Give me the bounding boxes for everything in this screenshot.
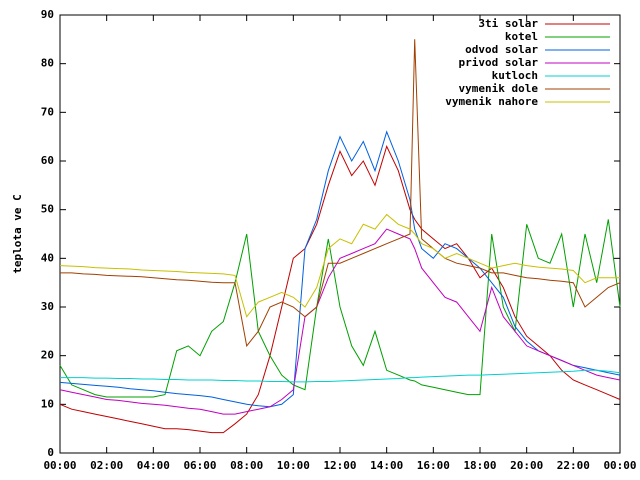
y-tick-label: 80	[41, 57, 54, 70]
x-tick-label: 04:00	[137, 459, 170, 472]
y-tick-label: 60	[41, 154, 54, 167]
legend-label: privod solar	[459, 56, 539, 69]
series-line	[59, 130, 621, 408]
series-line	[60, 39, 621, 348]
legend-label: vymenik dole	[459, 82, 539, 95]
x-tick-label: 18:00	[463, 459, 496, 472]
series-line	[59, 219, 621, 398]
series-line	[59, 213, 620, 318]
y-tick-label: 90	[41, 8, 54, 21]
x-tick-label: 14:00	[370, 459, 403, 472]
legend-label: 3ti solar	[478, 17, 538, 30]
legend-label: vymenik nahore	[445, 95, 538, 108]
y-tick-label: 0	[47, 446, 54, 459]
y-tick-label: 70	[41, 105, 54, 118]
x-tick-label: 08:00	[230, 459, 263, 472]
legend-label: kutloch	[492, 69, 538, 82]
y-tick-label: 40	[41, 251, 54, 264]
x-tick-label: 00:00	[43, 459, 76, 472]
x-tick-label: 16:00	[417, 459, 450, 472]
y-tick-label: 50	[41, 203, 54, 216]
series-line	[59, 228, 621, 415]
x-tick-label: 20:00	[510, 459, 543, 472]
x-tick-label: 22:00	[557, 459, 590, 472]
legend-label: odvod solar	[465, 43, 538, 56]
series-line	[60, 369, 621, 383]
x-tick-label: 10:00	[277, 459, 310, 472]
y-tick-label: 20	[41, 349, 54, 362]
y-tick-label: 10	[41, 397, 54, 410]
x-tick-label: 06:00	[183, 459, 216, 472]
y-tick-label: 30	[41, 300, 54, 313]
y-axis-label: teplota ve C	[11, 194, 24, 273]
x-tick-label: 02:00	[90, 459, 123, 472]
series-line	[59, 145, 621, 434]
x-tick-label: 12:00	[323, 459, 356, 472]
x-tick-label: 00:00	[603, 459, 636, 472]
legend-label: kotel	[505, 30, 538, 43]
